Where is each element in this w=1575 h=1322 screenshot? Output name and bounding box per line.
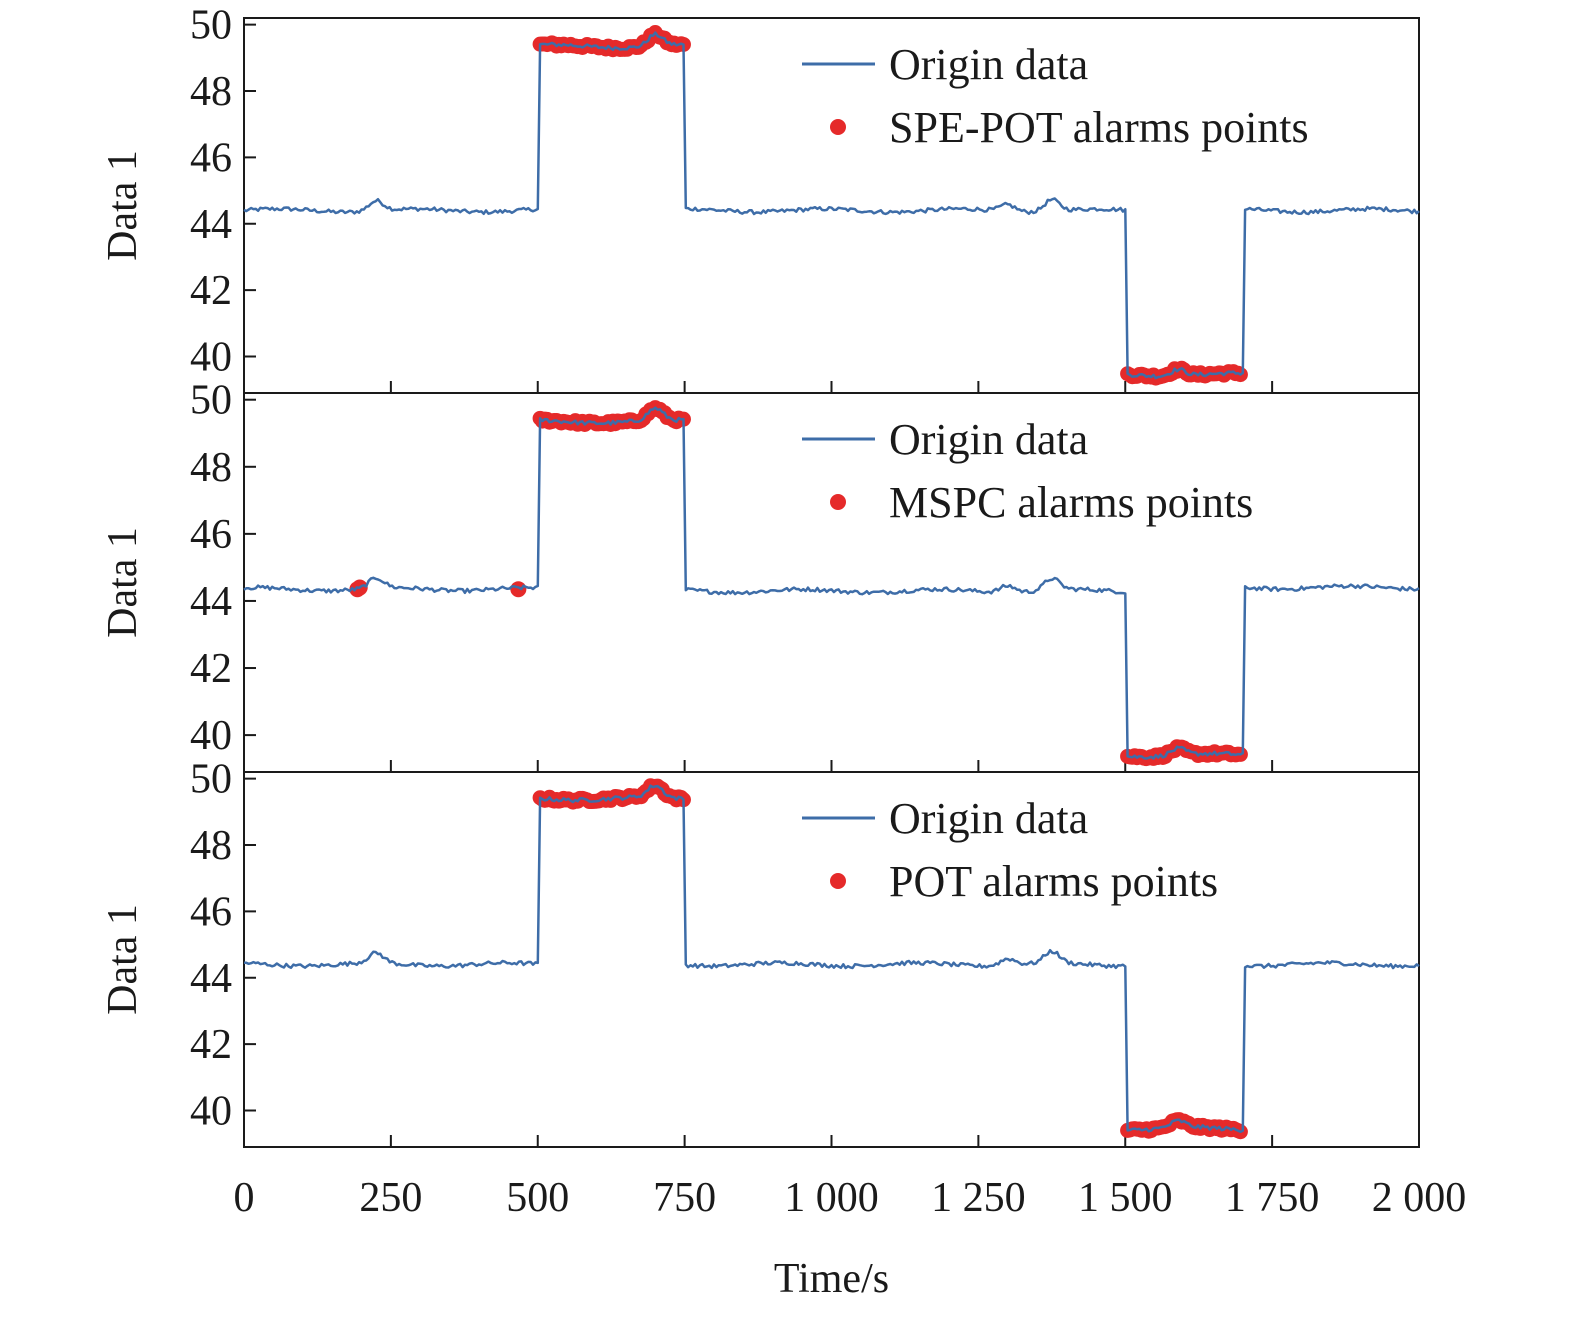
y-tick-label: 40 xyxy=(190,713,232,759)
x-tick-label: 500 xyxy=(506,1175,569,1221)
legend-label-alarms: SPE-POT alarms points xyxy=(889,103,1309,152)
x-tick-label: 750 xyxy=(653,1175,716,1221)
y-tick-label: 44 xyxy=(190,579,232,625)
y-axis-label: Data 1 xyxy=(100,150,146,261)
y-tick-label: 44 xyxy=(190,956,232,1002)
x-axis-label: Time/s xyxy=(774,1256,889,1302)
y-tick-label: 40 xyxy=(190,1088,232,1134)
y-tick-label: 42 xyxy=(190,646,232,692)
y-tick-label: 46 xyxy=(190,135,232,181)
x-tick-label: 250 xyxy=(359,1175,422,1221)
origin-data-line xyxy=(243,406,1420,760)
x-tick-label: 1 750 xyxy=(1225,1175,1320,1221)
legend-label-origin: Origin data xyxy=(889,40,1088,89)
y-tick-label: 50 xyxy=(190,3,232,49)
y-tick-label: 42 xyxy=(190,1022,232,1068)
y-tick-label: 48 xyxy=(190,69,232,115)
origin-data-line xyxy=(243,784,1420,1134)
y-tick-label: 46 xyxy=(190,889,232,935)
chart-panel-3: 40 42 44 46 48 50 Data 1 Origin data POT alarms … xyxy=(100,757,1466,1302)
y-tick-label: 50 xyxy=(190,757,232,803)
chart-panel-1: 40 42 44 46 48 50 Data 1 Origin data SPE-POT ala… xyxy=(100,3,1420,394)
y-tick-label: 40 xyxy=(190,334,232,380)
legend-label-alarms: MSPC alarms points xyxy=(889,478,1253,527)
legend-marker-swatch xyxy=(830,494,846,510)
x-tick-label: 1 000 xyxy=(784,1175,879,1221)
x-tick-label: 1 250 xyxy=(931,1175,1026,1221)
y-tick-label: 48 xyxy=(190,823,232,869)
chart-panel-2: 40 42 44 46 48 50 Data 1 Origin data MSPC alarms… xyxy=(100,378,1420,773)
y-tick-label: 50 xyxy=(190,378,232,424)
legend-marker-swatch xyxy=(830,873,846,889)
legend-label-alarms: POT alarms points xyxy=(889,857,1218,906)
alarm-markers xyxy=(349,400,1248,767)
y-tick-label: 48 xyxy=(190,445,232,491)
origin-data-line xyxy=(243,31,1420,380)
y-axis-label: Data 1 xyxy=(100,904,146,1015)
x-tick-label: 2 000 xyxy=(1372,1175,1467,1221)
y-tick-label: 42 xyxy=(190,268,232,314)
y-tick-label: 46 xyxy=(190,512,232,558)
legend-label-origin: Origin data xyxy=(889,794,1088,843)
legend-marker-swatch xyxy=(830,119,846,135)
x-tick-label: 0 xyxy=(234,1175,255,1221)
x-tick-label: 1 500 xyxy=(1078,1175,1173,1221)
legend-label-origin: Origin data xyxy=(889,415,1088,464)
alarm-point xyxy=(510,581,527,598)
y-tick-label: 44 xyxy=(190,202,232,248)
y-axis-label: Data 1 xyxy=(100,527,146,638)
